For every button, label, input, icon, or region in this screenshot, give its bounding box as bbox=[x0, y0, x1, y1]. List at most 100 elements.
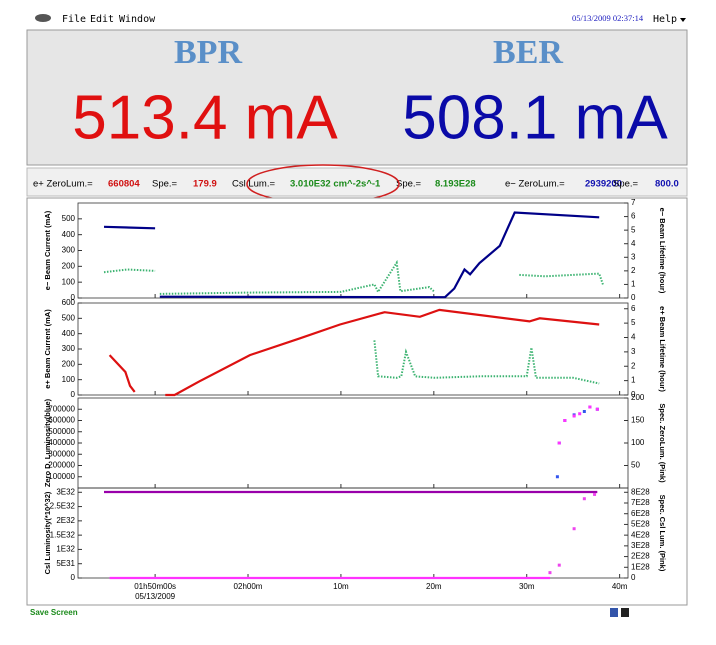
status-fields: e+ ZeroLum.= 660804 Spe.= 179.9 Csl.Lum.= 3.0… bbox=[33, 179, 679, 190]
y-tick-label: 300 bbox=[62, 246, 76, 255]
y2-tick-label: 7E28 bbox=[631, 498, 650, 507]
data-point bbox=[582, 410, 586, 413]
y-tick-label: 2E32 bbox=[56, 516, 75, 525]
status-label: Spe.= bbox=[152, 179, 178, 190]
data-line bbox=[103, 259, 604, 295]
menu-help[interactable]: Help bbox=[653, 14, 677, 25]
y-tick-label: 500 bbox=[62, 214, 76, 223]
icon-a[interactable] bbox=[610, 608, 618, 617]
y-tick-label: 5E31 bbox=[56, 559, 75, 568]
y2-axis-title: Spec. Csl Lum. (Pink) bbox=[658, 495, 667, 572]
menu-window[interactable]: Window bbox=[119, 14, 156, 25]
status-value: 800.0 bbox=[655, 179, 679, 190]
ber-title: BER bbox=[493, 34, 563, 71]
y2-tick-label: 100 bbox=[631, 438, 645, 447]
status-label: Csl.Lum.= bbox=[232, 179, 275, 190]
x-tick-label: 01h50m00s bbox=[134, 582, 176, 591]
icon-b[interactable] bbox=[621, 608, 629, 617]
help-arrow bbox=[680, 18, 686, 22]
data-line bbox=[108, 308, 600, 397]
y2-tick-label: 0 bbox=[631, 573, 636, 582]
y-axis-title: Csl Luminosity(*10^32) bbox=[43, 491, 52, 574]
y2-tick-label: 5 bbox=[631, 318, 636, 327]
y2-tick-label: 150 bbox=[631, 416, 645, 425]
data-point bbox=[555, 475, 559, 479]
status-value: 660804 bbox=[108, 179, 140, 190]
y2-tick-label: 2 bbox=[631, 266, 636, 275]
y2-tick-label: 3 bbox=[631, 252, 636, 261]
x-date: 05/13/2009 bbox=[135, 592, 176, 601]
y2-tick-label: 4 bbox=[631, 333, 636, 342]
menu-file[interactable]: File bbox=[62, 14, 86, 25]
timestamp: 05/13/2009 02:37:14 bbox=[572, 13, 644, 23]
y2-tick-label: 1 bbox=[631, 280, 636, 289]
y2-tick-label: 6E28 bbox=[631, 509, 650, 518]
y-tick-label: 200 bbox=[62, 359, 76, 368]
status-value: 179.9 bbox=[193, 179, 217, 190]
y-tick-label: 700000 bbox=[48, 404, 75, 413]
data-point bbox=[548, 571, 552, 575]
app-icon bbox=[35, 14, 51, 22]
save-screen[interactable]: Save Screen bbox=[30, 608, 78, 617]
y2-tick-label: 4E28 bbox=[631, 530, 650, 539]
y-tick-label: 400 bbox=[62, 329, 76, 338]
ber-value: 508.1 mA bbox=[402, 83, 668, 152]
status-label: e− ZeroLum.= bbox=[505, 179, 565, 190]
x-tick-label: 30m bbox=[519, 582, 535, 591]
y2-tick-label: 6 bbox=[631, 212, 636, 221]
x-tick-label: 10m bbox=[333, 582, 349, 591]
x-tick-label: 20m bbox=[426, 582, 442, 591]
data-point bbox=[588, 405, 592, 409]
y2-tick-label: 1 bbox=[631, 376, 636, 385]
header-panel bbox=[26, 29, 688, 166]
y-tick-label: 200000 bbox=[48, 461, 75, 470]
data-point bbox=[578, 412, 582, 416]
data-point bbox=[595, 407, 599, 411]
x-tick-label: 02h00m bbox=[234, 582, 263, 591]
data-point bbox=[557, 563, 561, 567]
y-tick-label: 500000 bbox=[48, 427, 75, 436]
data-point bbox=[572, 527, 576, 531]
y-tick-label: 3E32 bbox=[56, 487, 75, 496]
status-value: 8.193E28 bbox=[435, 179, 476, 190]
y-tick-label: 0 bbox=[71, 573, 76, 582]
y2-tick-label: 0 bbox=[631, 293, 636, 302]
y-tick-label: 400000 bbox=[48, 438, 75, 447]
data-point bbox=[557, 441, 561, 445]
y-tick-label: 600000 bbox=[48, 416, 75, 425]
y2-tick-label: 50 bbox=[631, 461, 640, 470]
y2-tick-label: 3E28 bbox=[631, 541, 650, 550]
data-line bbox=[373, 340, 600, 385]
y2-tick-label: 3 bbox=[631, 347, 636, 356]
y2-tick-label: 4 bbox=[631, 239, 636, 248]
status-value: 3.010E32 cm^-2s^-1 bbox=[290, 179, 381, 190]
data-line bbox=[103, 211, 600, 299]
y2-tick-label: 5E28 bbox=[631, 520, 650, 529]
y2-tick-label: 8E28 bbox=[631, 487, 650, 496]
y2-tick-label: 6 bbox=[631, 304, 636, 313]
y2-tick-label: 2E28 bbox=[631, 552, 650, 561]
data-point bbox=[563, 419, 567, 422]
status-label: e+ ZeroLum.= bbox=[33, 179, 93, 190]
y-tick-label: 2.5E32 bbox=[50, 502, 76, 511]
y2-tick-label: 1E28 bbox=[631, 562, 650, 571]
y-tick-label: 500 bbox=[62, 313, 76, 322]
y-tick-label: 1E32 bbox=[56, 545, 75, 554]
data-point bbox=[593, 492, 597, 496]
y-tick-label: 0 bbox=[71, 293, 76, 302]
y-tick-label: 200 bbox=[62, 261, 76, 270]
y-axis-title: Zero D. Luminosity(blue) bbox=[43, 398, 52, 487]
y2-tick-label: 0 bbox=[631, 390, 636, 399]
data-point bbox=[572, 414, 576, 418]
data-point bbox=[582, 497, 586, 501]
status-label: Spe.= bbox=[613, 179, 639, 190]
y-tick-label: 100 bbox=[62, 375, 76, 384]
y2-tick-label: 2 bbox=[631, 361, 636, 370]
y-tick-label: 300000 bbox=[48, 449, 75, 458]
y2-tick-label: 5 bbox=[631, 225, 636, 234]
menu-edit[interactable]: Edit bbox=[90, 14, 114, 25]
y-tick-label: 100000 bbox=[48, 472, 75, 481]
bpr-value: 513.4 mA bbox=[72, 83, 338, 152]
plot-area bbox=[26, 197, 688, 606]
